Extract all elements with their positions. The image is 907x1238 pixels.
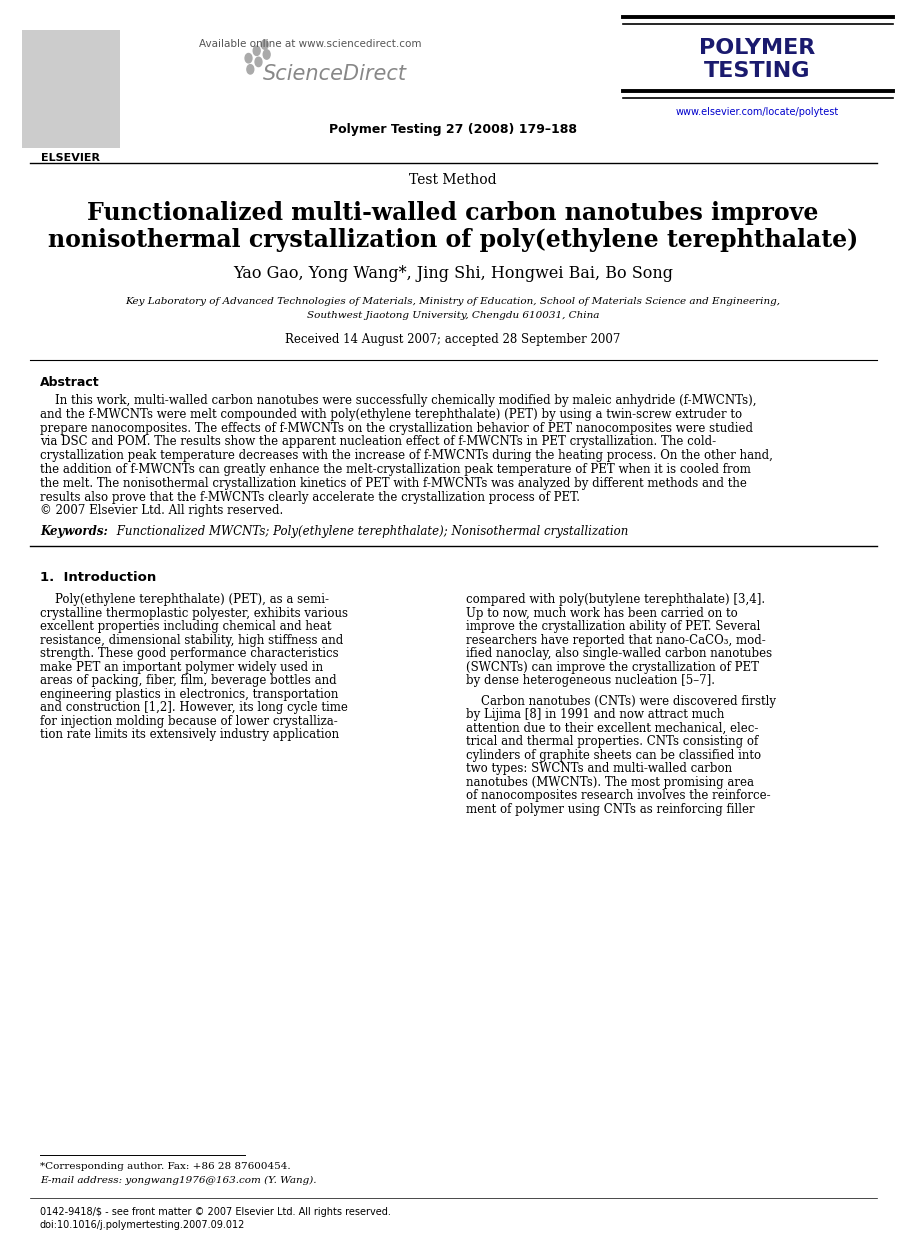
Text: two types: SWCNTs and multi-walled carbon: two types: SWCNTs and multi-walled carbo… [466, 763, 732, 775]
Text: compared with poly(butylene terephthalate) [3,4].: compared with poly(butylene terephthalat… [466, 593, 766, 607]
Text: areas of packing, fiber, film, beverage bottles and: areas of packing, fiber, film, beverage … [40, 675, 336, 687]
Text: cylinders of graphite sheets can be classified into: cylinders of graphite sheets can be clas… [466, 749, 761, 761]
Text: nanotubes (MWCNTs). The most promising area: nanotubes (MWCNTs). The most promising a… [466, 776, 754, 789]
Text: Key Laboratory of Advanced Technologies of Materials, Ministry of Education, Sch: Key Laboratory of Advanced Technologies … [125, 297, 781, 307]
Text: www.elsevier.com/locate/polytest: www.elsevier.com/locate/polytest [676, 106, 839, 118]
Text: © 2007 Elsevier Ltd. All rights reserved.: © 2007 Elsevier Ltd. All rights reserved… [40, 504, 283, 517]
Text: Abstract: Abstract [40, 376, 100, 389]
Text: excellent properties including chemical and heat: excellent properties including chemical … [40, 620, 331, 633]
Text: Poly(ethylene terephthalate) (PET), as a semi-: Poly(ethylene terephthalate) (PET), as a… [40, 593, 329, 607]
Text: Test Method: Test Method [409, 173, 497, 187]
Text: 1.  Introduction: 1. Introduction [40, 571, 156, 584]
Text: by dense heterogeneous nucleation [5–7].: by dense heterogeneous nucleation [5–7]. [466, 675, 715, 687]
Text: Functionalized MWCNTs; Poly(ethylene terephthalate); Nonisothermal crystallizati: Functionalized MWCNTs; Poly(ethylene ter… [113, 525, 629, 539]
Text: (SWCNTs) can improve the crystallization of PET: (SWCNTs) can improve the crystallization… [466, 661, 759, 673]
Text: 0142-9418/$ - see front matter © 2007 Elsevier Ltd. All rights reserved.: 0142-9418/$ - see front matter © 2007 El… [40, 1207, 391, 1217]
Text: crystalline thermoplastic polyester, exhibits various: crystalline thermoplastic polyester, exh… [40, 607, 348, 620]
Text: strength. These good performance characteristics: strength. These good performance charact… [40, 647, 338, 660]
Text: trical and thermal properties. CNTs consisting of: trical and thermal properties. CNTs cons… [466, 735, 758, 748]
Text: the addition of f-MWCNTs can greatly enhance the melt-crystallization peak tempe: the addition of f-MWCNTs can greatly enh… [40, 463, 751, 475]
Text: tion rate limits its extensively industry application: tion rate limits its extensively industr… [40, 728, 339, 742]
Text: In this work, multi-walled carbon nanotubes were successfully chemically modifie: In this work, multi-walled carbon nanotu… [40, 394, 756, 407]
Text: and the f-MWCNTs were melt compounded with poly(ethylene terephthalate) (PET) by: and the f-MWCNTs were melt compounded wi… [40, 407, 742, 421]
Text: E-mail address: yongwang1976@163.com (Y. Wang).: E-mail address: yongwang1976@163.com (Y.… [40, 1176, 317, 1185]
Circle shape [255, 57, 262, 67]
Text: Polymer Testing 27 (2008) 179–188: Polymer Testing 27 (2008) 179–188 [329, 124, 577, 136]
Text: Up to now, much work has been carried on to: Up to now, much work has been carried on… [466, 607, 737, 620]
Text: engineering plastics in electronics, transportation: engineering plastics in electronics, tra… [40, 687, 338, 701]
Text: ment of polymer using CNTs as reinforcing filler: ment of polymer using CNTs as reinforcin… [466, 802, 755, 816]
Text: TESTING: TESTING [704, 61, 810, 80]
FancyBboxPatch shape [22, 30, 120, 149]
Text: prepare nanocomposites. The effects of f-MWCNTs on the crystallization behavior : prepare nanocomposites. The effects of f… [40, 422, 753, 435]
Text: POLYMER: POLYMER [699, 38, 815, 58]
Text: *Corresponding author. Fax: +86 28 87600454.: *Corresponding author. Fax: +86 28 87600… [40, 1162, 290, 1171]
Text: make PET an important polymer widely used in: make PET an important polymer widely use… [40, 661, 323, 673]
Text: attention due to their excellent mechanical, elec-: attention due to their excellent mechani… [466, 722, 758, 734]
Text: nonisothermal crystallization of poly(ethylene terephthalate): nonisothermal crystallization of poly(et… [48, 228, 858, 253]
Text: researchers have reported that nano-CaCO₃, mod-: researchers have reported that nano-CaCO… [466, 634, 766, 646]
Text: Keywords:: Keywords: [40, 525, 108, 539]
Text: results also prove that the f-MWCNTs clearly accelerate the crystallization proc: results also prove that the f-MWCNTs cle… [40, 490, 580, 504]
Text: by Lijima [8] in 1991 and now attract much: by Lijima [8] in 1991 and now attract mu… [466, 708, 725, 722]
Circle shape [253, 46, 260, 56]
Circle shape [245, 53, 252, 63]
Circle shape [263, 50, 270, 59]
Text: Received 14 August 2007; accepted 28 September 2007: Received 14 August 2007; accepted 28 Sep… [286, 333, 620, 347]
Text: ELSEVIER: ELSEVIER [42, 154, 101, 163]
Text: Yao Gao, Yong Wang*, Jing Shi, Hongwei Bai, Bo Song: Yao Gao, Yong Wang*, Jing Shi, Hongwei B… [233, 265, 673, 282]
Text: for injection molding because of lower crystalliza-: for injection molding because of lower c… [40, 714, 337, 728]
Text: and construction [1,2]. However, its long cycle time: and construction [1,2]. However, its lon… [40, 701, 348, 714]
Text: Southwest Jiaotong University, Chengdu 610031, China: Southwest Jiaotong University, Chengdu 6… [307, 312, 600, 321]
Text: Functionalized multi-walled carbon nanotubes improve: Functionalized multi-walled carbon nanot… [87, 201, 819, 225]
Text: improve the crystallization ability of PET. Several: improve the crystallization ability of P… [466, 620, 760, 633]
Text: ified nanoclay, also single-walled carbon nanotubes: ified nanoclay, also single-walled carbo… [466, 647, 772, 660]
Text: Carbon nanotubes (CNTs) were discovered firstly: Carbon nanotubes (CNTs) were discovered … [466, 695, 776, 708]
Text: resistance, dimensional stability, high stiffness and: resistance, dimensional stability, high … [40, 634, 343, 646]
Text: doi:10.1016/j.polymertesting.2007.09.012: doi:10.1016/j.polymertesting.2007.09.012 [40, 1219, 246, 1231]
Text: Available online at www.sciencedirect.com: Available online at www.sciencedirect.co… [199, 40, 421, 50]
Text: the melt. The nonisothermal crystallization kinetics of PET with f-MWCNTs was an: the melt. The nonisothermal crystallizat… [40, 477, 746, 490]
Circle shape [247, 64, 254, 74]
Circle shape [261, 40, 268, 50]
Text: via DSC and POM. The results show the apparent nucleation effect of f-MWCNTs in : via DSC and POM. The results show the ap… [40, 436, 717, 448]
Text: ScienceDirect: ScienceDirect [263, 64, 407, 84]
Text: crystallization peak temperature decreases with the increase of f-MWCNTs during : crystallization peak temperature decreas… [40, 449, 773, 462]
Text: of nanocomposites research involves the reinforce-: of nanocomposites research involves the … [466, 789, 771, 802]
